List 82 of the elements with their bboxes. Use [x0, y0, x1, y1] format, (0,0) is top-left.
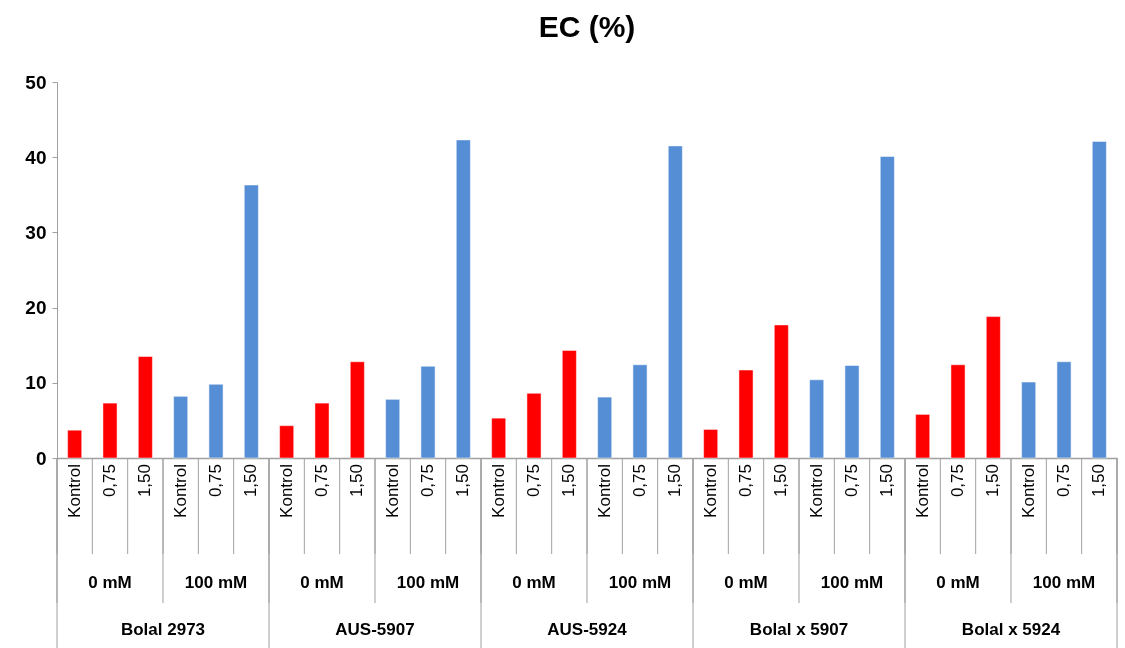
x-tick-label: 0,75 [206, 464, 225, 498]
x-tick-label: 1,50 [559, 464, 579, 498]
bar [844, 365, 860, 459]
text: AUS-5924 [547, 620, 628, 639]
x-tick-label: 0,75 [312, 464, 331, 498]
bar [350, 361, 365, 459]
x-tick-label: 1,50 [771, 464, 791, 498]
bar [1021, 381, 1036, 459]
x-tick-label: 0,75 [630, 464, 649, 498]
x-tick-label: 0,75 [1054, 464, 1073, 498]
bar [491, 417, 506, 459]
text: 0 mM [724, 573, 768, 592]
bar [950, 364, 966, 459]
text: 100 mM [1032, 573, 1096, 592]
text: 0 mM [512, 573, 556, 592]
x-tick-label: 1,50 [453, 464, 473, 498]
x-tick-label: 0,75 [418, 464, 437, 498]
x-tick-label: 1,50 [347, 464, 367, 498]
text: AUS-5907 [335, 620, 415, 639]
text: 0 mM [300, 573, 344, 592]
bar [774, 324, 789, 459]
bar [738, 369, 754, 459]
bar [173, 396, 188, 459]
y-tick-label: 10 [25, 372, 47, 394]
x-tick-label: 0,75 [736, 464, 755, 498]
y-tick-label: 20 [25, 297, 47, 319]
y-tick-label: 30 [25, 221, 47, 243]
bar [597, 396, 612, 459]
text: 100 mM [396, 573, 460, 592]
x-tick-label: 1,50 [877, 464, 897, 498]
text: Bolal x 5907 [749, 620, 849, 639]
x-tick-label: 0,75 [948, 464, 967, 498]
x-tick-label: 1,50 [241, 464, 261, 498]
text: 100 mM [608, 573, 672, 592]
y-tick-label: 0 [35, 447, 47, 469]
text: Bolal 2973 [120, 620, 206, 639]
x-tick-label: Kontrol [594, 464, 614, 518]
bar [244, 184, 259, 459]
bar [208, 384, 224, 459]
text: 0 mM [936, 573, 980, 592]
bar [526, 393, 542, 459]
x-tick-label: 1,50 [983, 464, 1003, 498]
bar [880, 156, 895, 459]
x-tick-label: Kontrol [806, 464, 826, 518]
text: 0 mM [88, 573, 132, 592]
text: 100 mM [820, 573, 884, 592]
bar [138, 356, 153, 459]
bar [67, 429, 82, 459]
bar [986, 316, 1001, 459]
text: Bolal x 5924 [961, 620, 1061, 639]
x-tick-label: 0,75 [100, 464, 119, 498]
bar [102, 402, 118, 459]
x-tick-label: Kontrol [382, 464, 402, 518]
text: 100 mM [184, 573, 248, 592]
bar [668, 145, 683, 459]
x-tick-label: Kontrol [170, 464, 190, 518]
bar [632, 364, 648, 459]
bar [279, 425, 294, 459]
bar [456, 139, 471, 459]
chart-title: EC (%) [538, 10, 636, 43]
x-tick-label: 0,75 [842, 464, 861, 498]
x-tick-label: 0,75 [524, 464, 543, 498]
y-tick-label: 40 [25, 146, 47, 168]
x-tick-label: 1,50 [135, 464, 155, 498]
x-tick-label: 1,50 [1089, 464, 1109, 498]
bar [385, 399, 400, 459]
x-tick-label: Kontrol [276, 464, 296, 518]
bar [1056, 361, 1072, 459]
x-tick-label: Kontrol [700, 464, 720, 518]
x-tick-label: Kontrol [64, 464, 84, 518]
x-tick-label: Kontrol [488, 464, 508, 518]
bar [915, 414, 930, 459]
bar [314, 402, 330, 459]
bar [703, 429, 718, 459]
bar [562, 350, 577, 459]
y-tick-label: 50 [25, 71, 47, 93]
x-tick-label: Kontrol [912, 464, 932, 518]
bar [809, 379, 824, 459]
x-tick-label: 1,50 [665, 464, 685, 498]
bar [1092, 141, 1107, 459]
x-tick-label: Kontrol [1018, 464, 1038, 518]
bar [420, 366, 436, 459]
